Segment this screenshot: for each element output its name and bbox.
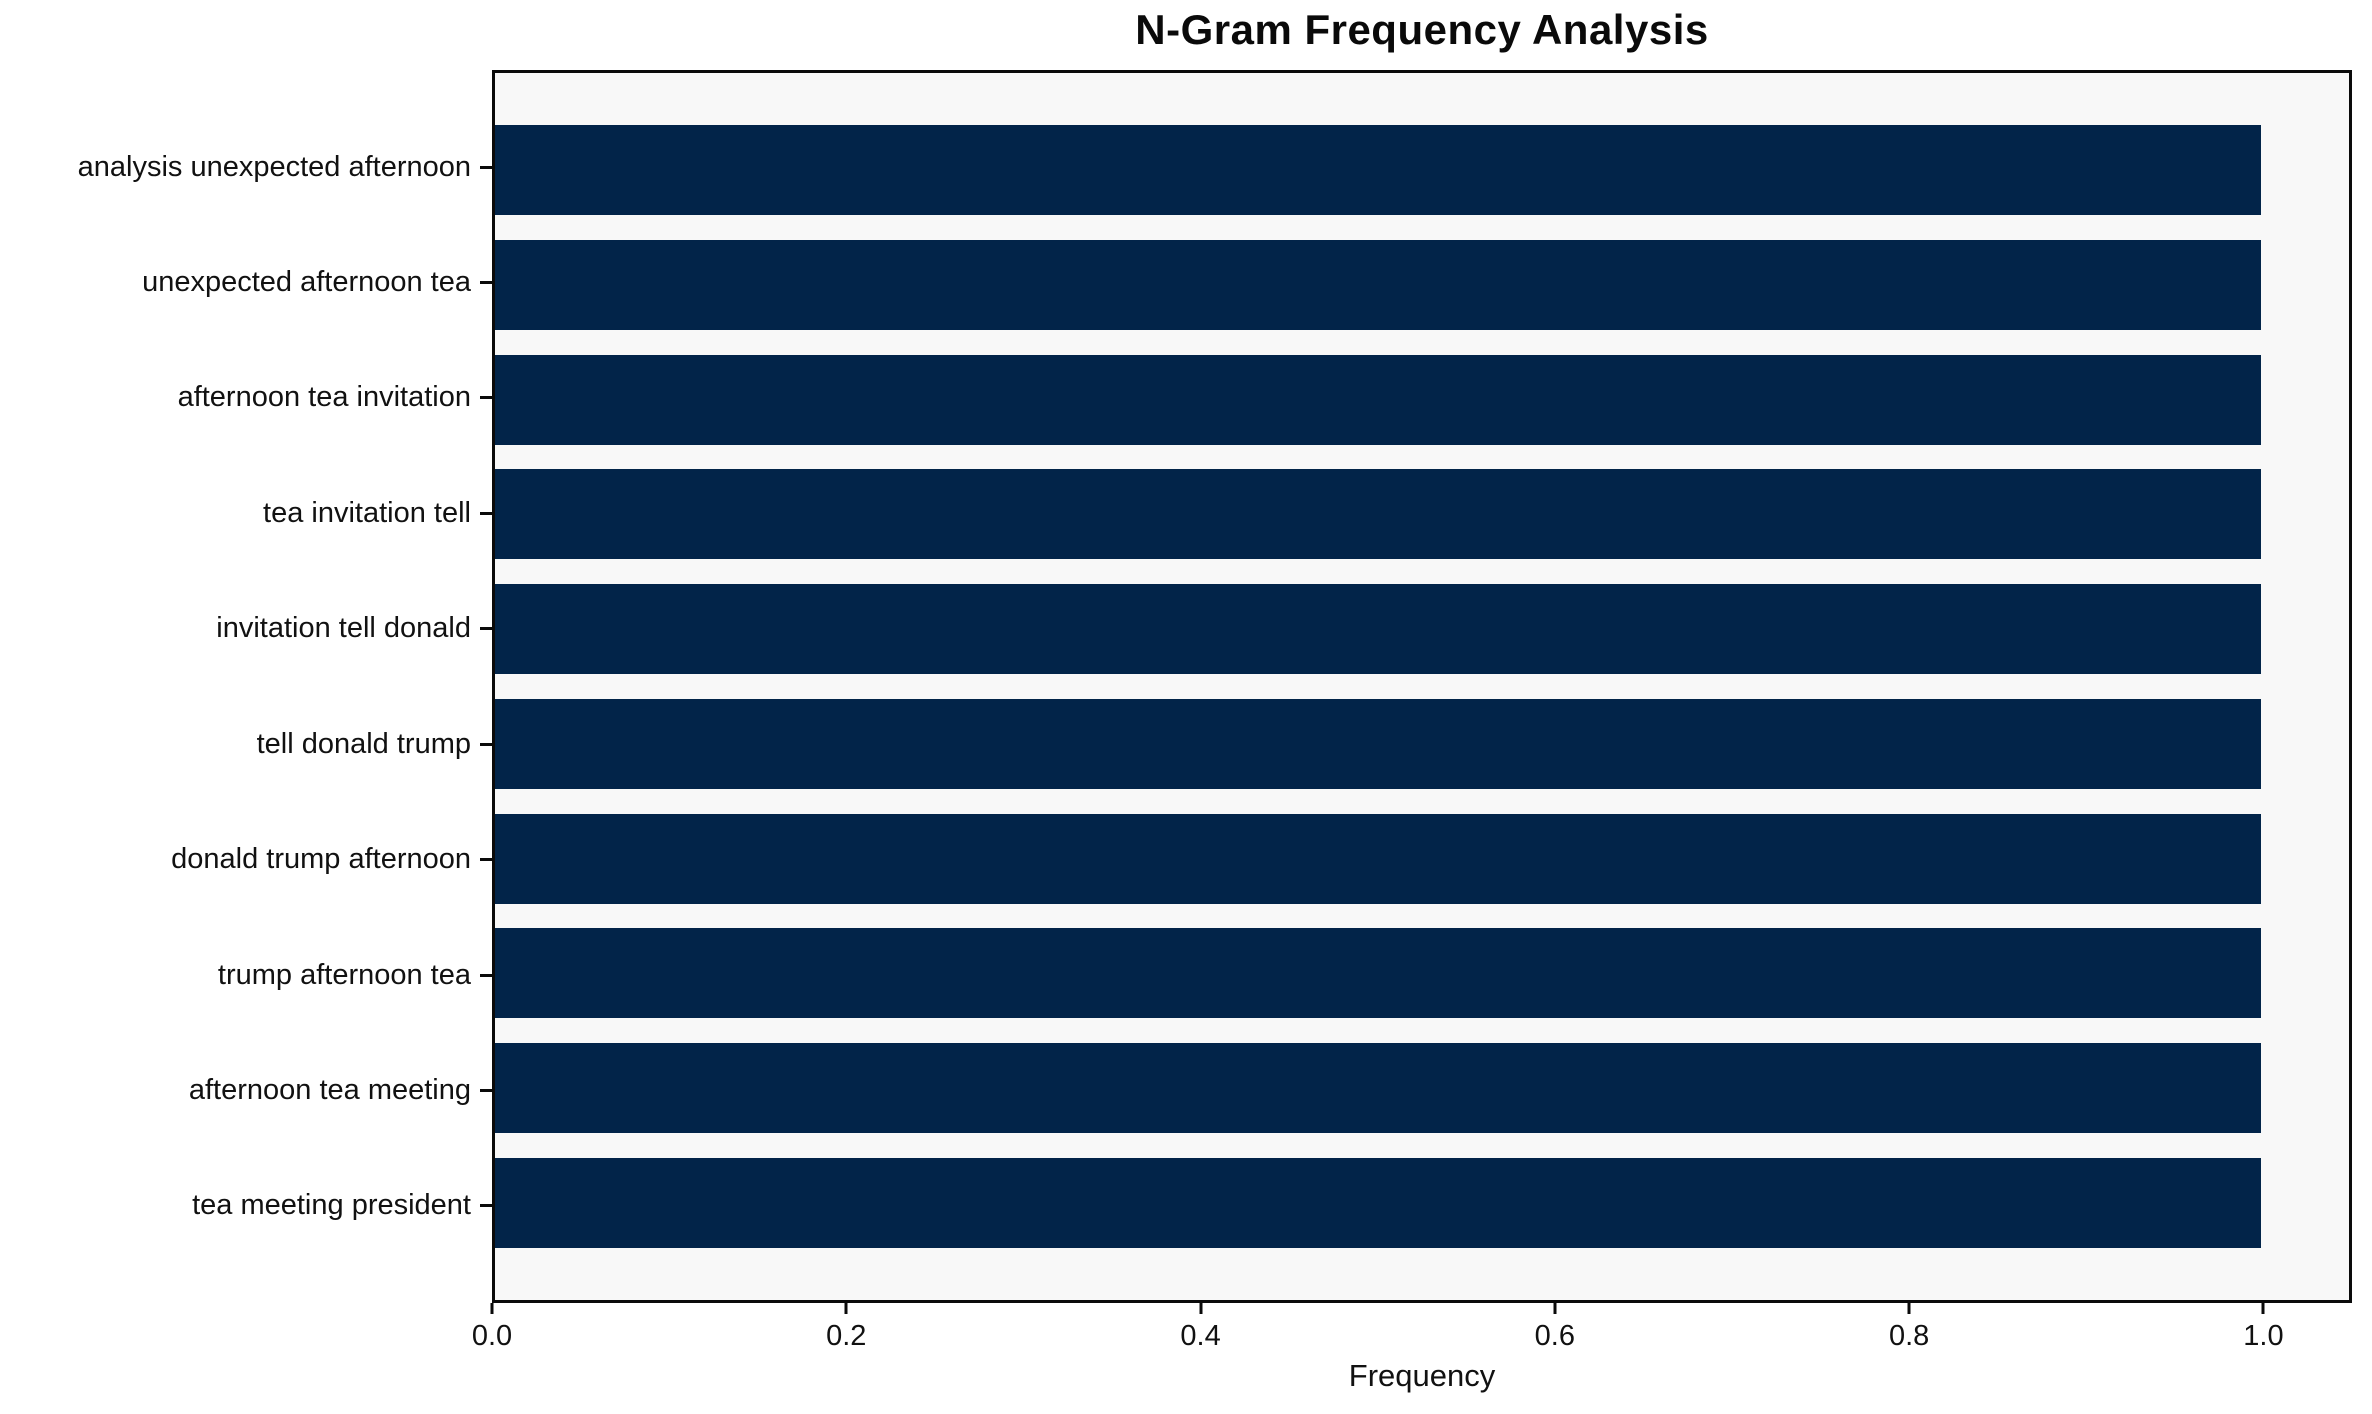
bar-8 — [495, 1043, 2261, 1134]
x-tick-mark — [2261, 1303, 2265, 1314]
y-tick-label: invitation tell donald — [216, 612, 471, 645]
y-label-row: trump afternoon tea — [0, 930, 492, 1020]
y-tick-mark — [480, 627, 492, 631]
y-tick-label: tea meeting president — [192, 1189, 471, 1222]
bar-row — [495, 125, 2349, 215]
bar-row — [495, 813, 2349, 904]
x-tick-label: 0.8 — [1888, 1320, 1930, 1352]
bar-1 — [495, 239, 2261, 330]
y-label-row: tea meeting president — [0, 1161, 492, 1251]
bar-row — [495, 469, 2349, 560]
bar-row — [495, 928, 2349, 1019]
y-tick-label: tea invitation tell — [263, 496, 471, 529]
y-label-row: afternoon tea invitation — [0, 353, 492, 443]
x-tick-mark — [490, 1303, 494, 1314]
bar-row — [495, 1157, 2349, 1248]
y-tick-mark — [480, 280, 492, 284]
y-label-row: unexpected afternoon tea — [0, 237, 492, 327]
x-tick-mark — [844, 1303, 848, 1314]
y-tick-label: afternoon tea invitation — [177, 381, 471, 414]
y-tick-mark — [480, 511, 492, 515]
y-label-row: tell donald trump — [0, 699, 492, 789]
x-tick-label: 0.2 — [826, 1320, 867, 1352]
bar-5 — [495, 698, 2261, 789]
chart-title: N-Gram Frequency Analysis — [1135, 6, 1709, 53]
y-tick-mark — [480, 1089, 492, 1092]
bars-container — [495, 73, 2349, 1300]
plot-area — [492, 70, 2352, 1303]
x-tick-label: 1.0 — [2243, 1320, 2284, 1352]
bar-6 — [495, 813, 2261, 904]
bar-row — [495, 354, 2349, 445]
x-tick-label: 0.6 — [1534, 1320, 1576, 1352]
y-tick-mark — [480, 973, 492, 977]
x-axis: 0.0 0.2 0.4 0.6 0.8 1.0 — [472, 1303, 2352, 1403]
y-tick-mark — [480, 858, 492, 862]
x-tick-mark — [1907, 1303, 1911, 1314]
y-tick-label: afternoon tea meeting — [188, 1074, 471, 1106]
bar-row — [495, 1043, 2349, 1134]
x-tick-mark — [1199, 1303, 1203, 1314]
y-tick-label: analysis unexpected afternoon — [77, 150, 471, 183]
y-tick-mark — [480, 1204, 492, 1208]
y-label-row: donald trump afternoon — [0, 815, 492, 905]
bar-0 — [495, 125, 2261, 215]
bar-4 — [495, 584, 2261, 675]
y-tick-mark — [480, 396, 492, 400]
bar-7 — [495, 928, 2261, 1019]
bar-row — [495, 239, 2349, 330]
y-label-row: analysis unexpected afternoon — [0, 122, 492, 212]
bar-3 — [495, 469, 2261, 560]
y-label-row: tea invitation tell — [0, 468, 492, 558]
y-tick-label: trump afternoon tea — [217, 958, 471, 991]
y-tick-mark — [480, 165, 492, 169]
y-label-row: invitation tell donald — [0, 584, 492, 674]
y-tick-mark — [480, 742, 492, 746]
bar-row — [495, 584, 2349, 675]
y-label-row: afternoon tea meeting — [0, 1046, 492, 1136]
x-tick-mark — [1553, 1303, 1557, 1314]
y-axis-labels: analysis unexpected afternoon unexpected … — [0, 70, 492, 1303]
y-tick-label: donald trump afternoon — [171, 843, 471, 876]
x-tick-label: 0.4 — [1180, 1320, 1221, 1352]
x-tick-label: 0.0 — [471, 1320, 513, 1352]
bar-9 — [495, 1157, 2261, 1248]
bar-row — [495, 698, 2349, 789]
y-tick-label: unexpected afternoon tea — [142, 265, 471, 298]
bar-2 — [495, 354, 2261, 445]
x-axis-title: Frequency — [1348, 1358, 1496, 1393]
y-tick-label: tell donald trump — [256, 727, 471, 760]
